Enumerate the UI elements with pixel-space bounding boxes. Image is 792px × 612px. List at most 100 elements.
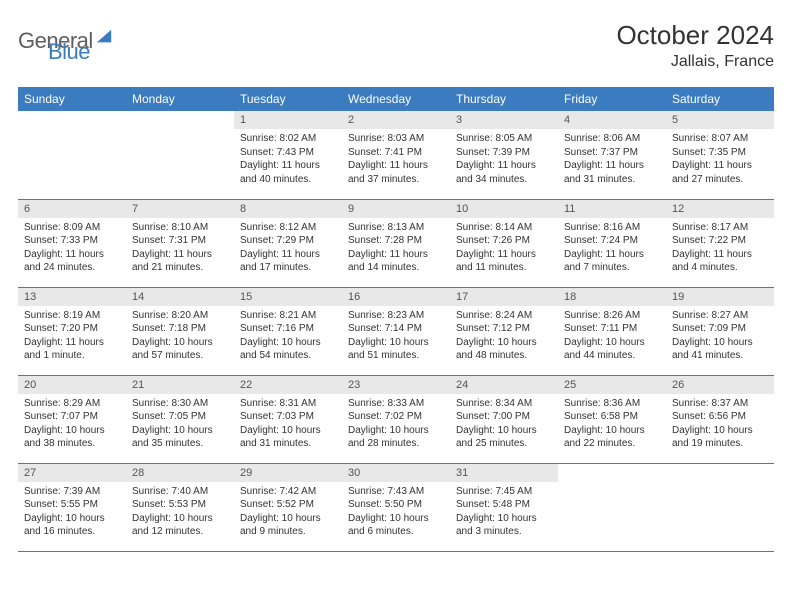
day-header: Saturday [666,87,774,111]
calendar-cell: 8Sunrise: 8:12 AMSunset: 7:29 PMDaylight… [234,199,342,287]
day-number: 13 [18,288,126,306]
day-number: 22 [234,376,342,394]
day-details: Sunrise: 8:02 AMSunset: 7:43 PMDaylight:… [234,129,342,190]
day-header: Wednesday [342,87,450,111]
month-title: October 2024 [616,20,774,51]
day-number: 12 [666,200,774,218]
calendar-cell: . [126,111,234,199]
day-details: Sunrise: 8:12 AMSunset: 7:29 PMDaylight:… [234,218,342,279]
day-details: Sunrise: 8:31 AMSunset: 7:03 PMDaylight:… [234,394,342,455]
calendar-cell: 2Sunrise: 8:03 AMSunset: 7:41 PMDaylight… [342,111,450,199]
calendar-cell: 24Sunrise: 8:34 AMSunset: 7:00 PMDayligh… [450,375,558,463]
day-number: 31 [450,464,558,482]
calendar-cell: 16Sunrise: 8:23 AMSunset: 7:14 PMDayligh… [342,287,450,375]
calendar-cell: 14Sunrise: 8:20 AMSunset: 7:18 PMDayligh… [126,287,234,375]
calendar-cell: 7Sunrise: 8:10 AMSunset: 7:31 PMDaylight… [126,199,234,287]
day-number: 4 [558,111,666,129]
calendar-cell: 20Sunrise: 8:29 AMSunset: 7:07 PMDayligh… [18,375,126,463]
day-details: Sunrise: 7:43 AMSunset: 5:50 PMDaylight:… [342,482,450,543]
day-details: Sunrise: 8:19 AMSunset: 7:20 PMDaylight:… [18,306,126,367]
location-text: Jallais, France [616,53,774,71]
day-header: Thursday [450,87,558,111]
day-details: Sunrise: 8:20 AMSunset: 7:18 PMDaylight:… [126,306,234,367]
day-details: Sunrise: 8:29 AMSunset: 7:07 PMDaylight:… [18,394,126,455]
calendar-cell: 29Sunrise: 7:42 AMSunset: 5:52 PMDayligh… [234,463,342,551]
day-details: Sunrise: 8:07 AMSunset: 7:35 PMDaylight:… [666,129,774,190]
day-details: Sunrise: 8:27 AMSunset: 7:09 PMDaylight:… [666,306,774,367]
day-header: Tuesday [234,87,342,111]
day-details: Sunrise: 8:33 AMSunset: 7:02 PMDaylight:… [342,394,450,455]
calendar-cell: 18Sunrise: 8:26 AMSunset: 7:11 PMDayligh… [558,287,666,375]
calendar-week-row: 27Sunrise: 7:39 AMSunset: 5:55 PMDayligh… [18,463,774,551]
calendar-body: . . 1Sunrise: 8:02 AMSunset: 7:43 PMDayl… [18,111,774,551]
day-number: 17 [450,288,558,306]
calendar-week-row: 6Sunrise: 8:09 AMSunset: 7:33 PMDaylight… [18,199,774,287]
calendar-cell: 31Sunrise: 7:45 AMSunset: 5:48 PMDayligh… [450,463,558,551]
calendar-cell: . [558,463,666,551]
day-number: 5 [666,111,774,129]
day-number: 24 [450,376,558,394]
calendar-cell: 1Sunrise: 8:02 AMSunset: 7:43 PMDaylight… [234,111,342,199]
day-number: 2 [342,111,450,129]
calendar-cell: 13Sunrise: 8:19 AMSunset: 7:20 PMDayligh… [18,287,126,375]
calendar-cell: 26Sunrise: 8:37 AMSunset: 6:56 PMDayligh… [666,375,774,463]
calendar-week-row: 13Sunrise: 8:19 AMSunset: 7:20 PMDayligh… [18,287,774,375]
calendar-head: SundayMondayTuesdayWednesdayThursdayFrid… [18,87,774,111]
calendar-cell: 15Sunrise: 8:21 AMSunset: 7:16 PMDayligh… [234,287,342,375]
day-number: 30 [342,464,450,482]
calendar-week-row: 20Sunrise: 8:29 AMSunset: 7:07 PMDayligh… [18,375,774,463]
calendar-cell: 5Sunrise: 8:07 AMSunset: 7:35 PMDaylight… [666,111,774,199]
day-number: 18 [558,288,666,306]
day-details: Sunrise: 8:03 AMSunset: 7:41 PMDaylight:… [342,129,450,190]
day-number: 21 [126,376,234,394]
day-number: 14 [126,288,234,306]
calendar-cell: 10Sunrise: 8:14 AMSunset: 7:26 PMDayligh… [450,199,558,287]
day-header: Friday [558,87,666,111]
calendar-cell: 17Sunrise: 8:24 AMSunset: 7:12 PMDayligh… [450,287,558,375]
day-number: 15 [234,288,342,306]
calendar-cell: 30Sunrise: 7:43 AMSunset: 5:50 PMDayligh… [342,463,450,551]
day-details: Sunrise: 8:13 AMSunset: 7:28 PMDaylight:… [342,218,450,279]
calendar-cell: 22Sunrise: 8:31 AMSunset: 7:03 PMDayligh… [234,375,342,463]
calendar-cell: 23Sunrise: 8:33 AMSunset: 7:02 PMDayligh… [342,375,450,463]
day-number: 28 [126,464,234,482]
day-details: Sunrise: 8:37 AMSunset: 6:56 PMDaylight:… [666,394,774,455]
calendar-cell: . [18,111,126,199]
calendar-cell: 11Sunrise: 8:16 AMSunset: 7:24 PMDayligh… [558,199,666,287]
calendar-cell: 6Sunrise: 8:09 AMSunset: 7:33 PMDaylight… [18,199,126,287]
day-details: Sunrise: 8:23 AMSunset: 7:14 PMDaylight:… [342,306,450,367]
day-details: Sunrise: 8:36 AMSunset: 6:58 PMDaylight:… [558,394,666,455]
calendar-cell: 27Sunrise: 7:39 AMSunset: 5:55 PMDayligh… [18,463,126,551]
brand-triangle-icon [95,28,113,46]
day-number: 20 [18,376,126,394]
day-number: 29 [234,464,342,482]
day-header-row: SundayMondayTuesdayWednesdayThursdayFrid… [18,87,774,111]
day-number: 9 [342,200,450,218]
day-details: Sunrise: 8:26 AMSunset: 7:11 PMDaylight:… [558,306,666,367]
day-details: Sunrise: 8:10 AMSunset: 7:31 PMDaylight:… [126,218,234,279]
day-details: Sunrise: 7:42 AMSunset: 5:52 PMDaylight:… [234,482,342,543]
day-details: Sunrise: 8:14 AMSunset: 7:26 PMDaylight:… [450,218,558,279]
calendar-cell: 28Sunrise: 7:40 AMSunset: 5:53 PMDayligh… [126,463,234,551]
calendar-cell: 4Sunrise: 8:06 AMSunset: 7:37 PMDaylight… [558,111,666,199]
calendar-page: General October 2024 Jallais, France Blu… [0,0,792,552]
day-number: 25 [558,376,666,394]
day-details: Sunrise: 8:05 AMSunset: 7:39 PMDaylight:… [450,129,558,190]
day-details: Sunrise: 8:06 AMSunset: 7:37 PMDaylight:… [558,129,666,190]
day-number: 7 [126,200,234,218]
calendar-cell: 3Sunrise: 8:05 AMSunset: 7:39 PMDaylight… [450,111,558,199]
day-number: 26 [666,376,774,394]
day-number: 1 [234,111,342,129]
day-header: Sunday [18,87,126,111]
day-details: Sunrise: 8:30 AMSunset: 7:05 PMDaylight:… [126,394,234,455]
day-number: 3 [450,111,558,129]
day-header: Monday [126,87,234,111]
day-details: Sunrise: 7:45 AMSunset: 5:48 PMDaylight:… [450,482,558,543]
calendar-table: SundayMondayTuesdayWednesdayThursdayFrid… [18,87,774,552]
day-number: 11 [558,200,666,218]
day-number: 19 [666,288,774,306]
day-details: Sunrise: 8:17 AMSunset: 7:22 PMDaylight:… [666,218,774,279]
day-number: 16 [342,288,450,306]
day-number: 10 [450,200,558,218]
calendar-cell: . [666,463,774,551]
